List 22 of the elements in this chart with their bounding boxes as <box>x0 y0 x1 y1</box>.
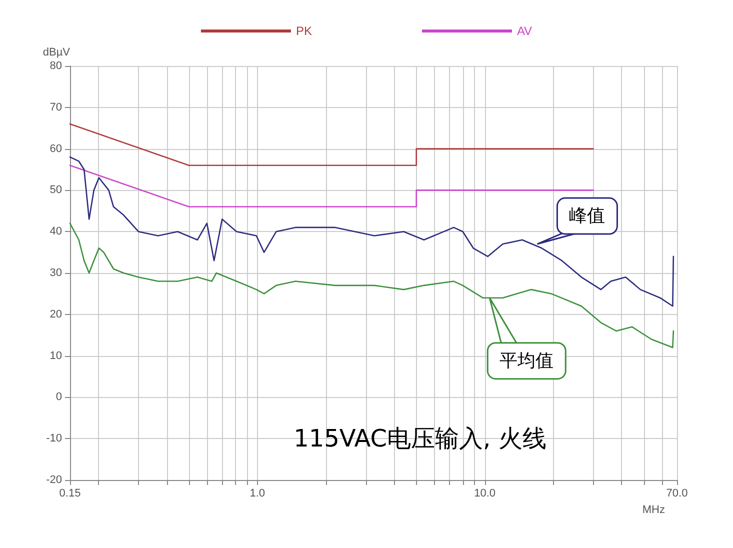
y-tick-label: -20 <box>46 474 62 486</box>
text: AV <box>516 24 532 38</box>
y-tick-label: 70 <box>50 101 62 114</box>
y-tick-label: 60 <box>50 142 62 155</box>
text: PK <box>296 24 312 38</box>
x-tick-label: 0.15 <box>59 488 81 500</box>
y-tick-label: 0 <box>56 391 62 404</box>
x-axis-title: MHz <box>642 504 665 516</box>
y-tick-label: -10 <box>46 432 62 445</box>
y-tick-label: 20 <box>50 308 62 320</box>
y-axis-title: dBµV <box>42 46 71 58</box>
y-tick-label: 80 <box>50 60 62 72</box>
x-tick-label: 10.0 <box>474 488 496 500</box>
y-tick-label: 10 <box>50 350 62 362</box>
annotation: 峰值 <box>569 206 606 227</box>
y-tick-label: 50 <box>50 184 62 196</box>
x-tick-label: 70.0 <box>666 488 688 500</box>
y-tick-label: 40 <box>50 226 62 238</box>
annotation: 平均值 <box>500 350 554 372</box>
annotation: 115VAC电压输入, 火线 <box>294 424 546 453</box>
x-tick-label: 1.0 <box>250 488 266 500</box>
y-tick-label: 30 <box>50 267 62 279</box>
